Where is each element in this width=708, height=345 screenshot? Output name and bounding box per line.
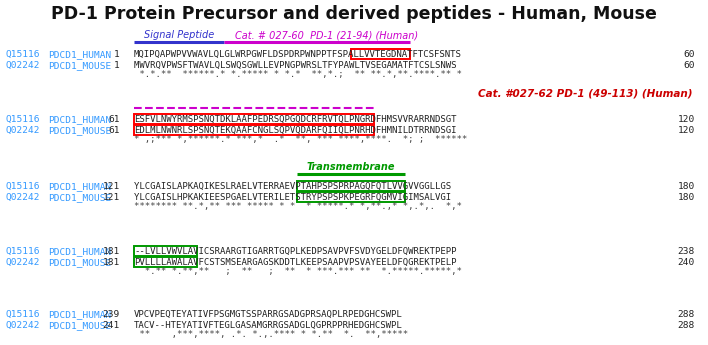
Bar — [297, 192, 405, 201]
Bar — [297, 181, 405, 190]
Text: 60: 60 — [683, 50, 695, 59]
Text: *.*.**  ******.* *.***** * *.*  **,*.;  ** **.*,**.****.** *: *.*.** ******.* *.***** * *.* **,*.; ** … — [134, 70, 467, 79]
Text: PDCD1_HUMAN: PDCD1_HUMAN — [48, 182, 111, 191]
Text: PDCD1_MOUSE: PDCD1_MOUSE — [48, 321, 111, 330]
Text: * ,;*** *,******.* ***,*  .*  **, *** ****,****.  *; ;  ******: * ,;*** *,******.* ***,* .* **, *** ****… — [134, 135, 467, 144]
Text: Q15116: Q15116 — [5, 50, 40, 59]
Bar — [351, 49, 410, 59]
Text: PDCD1_HUMAN: PDCD1_HUMAN — [48, 50, 111, 59]
Text: Cat. #027-62 PD-1 (49-113) (Human): Cat. #027-62 PD-1 (49-113) (Human) — [479, 88, 693, 98]
Text: 240: 240 — [678, 258, 695, 267]
Text: VPCVPEQTEYATIVFPSGMGTSSPARRGSADGPRSAQPLRPEDGHCSWPL: VPCVPEQTEYATIVFPSGMGTSSPARRGSADGPRSAQPLR… — [134, 310, 403, 319]
Text: PDCD1_MOUSE: PDCD1_MOUSE — [48, 258, 111, 267]
Text: Q15116: Q15116 — [5, 182, 40, 191]
Text: 180: 180 — [678, 193, 695, 202]
Bar — [134, 257, 198, 266]
Text: YLCGAISLHPKAKIEESPGAELVTERILETSTRYPSPSPKPEGRFQGMVIGIMSALVGI: YLCGAISLHPKAKIEESPGAELVTERILETSTRYPSPSPK… — [134, 193, 462, 202]
Text: *.** *.**,**   ;  **   ;  **  * ***.*** **  *.*****.*****,*: *.** *.**,** ; ** ; ** * ***.*** ** *.**… — [134, 267, 462, 276]
Text: 180: 180 — [678, 182, 695, 191]
Text: ESFVLNWYRMSPSNQTDKLAAFPEDRSQPGQDCRFRVTQLPNGRDFHMSVVRARRNDSGТ: ESFVLNWYRMSPSNQTDKLAAFPEDRSQPGQDCRFRVTQL… — [134, 115, 457, 124]
Text: PD-1 Protein Precursor and derived peptides - Human, Mouse: PD-1 Protein Precursor and derived pepti… — [51, 5, 657, 23]
Text: Q15116: Q15116 — [5, 310, 40, 319]
Text: Q15116: Q15116 — [5, 247, 40, 256]
Text: 1: 1 — [114, 61, 120, 70]
Text: ******** **.*,** *** ***** * *  * *****.* *,**.,* *,.*,.  *,*: ******** **.*,** *** ***** * * * *****.*… — [134, 202, 462, 211]
Text: YLCGAISLAPKAQIKESLRAELVTERRAEVPTAHPSPSPRPAGQFQTLVVGVVGGLLGS: YLCGAISLAPKAQIKESLRAELVTERRAEVPTAHPSPSPR… — [134, 182, 462, 191]
Text: 121: 121 — [103, 193, 120, 202]
Text: 120: 120 — [678, 126, 695, 135]
Text: --LVLLVWVLAVICSRAARGTIGARRTGQPLKEDPSAVPVFSVDYGELDFQWREKTPEPP: --LVLLVWVLAVICSRAARGTIGARRTGQPLKEDPSAVPV… — [134, 247, 457, 256]
Bar — [134, 246, 198, 256]
Text: PVLLLLAWALAVFCSTSMSЕARGAGSKDDTLKEEPSAAPVPSVAYEELDFQGREKTPELP: PVLLLLAWALAVFCSTSMSЕARGAGSKDDTLKEEPSAAPV… — [134, 258, 457, 267]
Text: Q02242: Q02242 — [5, 258, 40, 267]
Text: 181: 181 — [103, 258, 120, 267]
Text: PDCD1_MOUSE: PDCD1_MOUSE — [48, 193, 111, 202]
Text: PDCD1_MOUSE: PDCD1_MOUSE — [48, 126, 111, 135]
Text: 288: 288 — [678, 310, 695, 319]
Text: Q02242: Q02242 — [5, 193, 40, 202]
Text: Q02242: Q02242 — [5, 321, 40, 330]
Text: 181: 181 — [103, 247, 120, 256]
Text: TACV--HTEYATIVFTEGLGASAMGRRGSADGLQGPRPPRHEDGHCSWPL: TACV--HTEYATIVFTEGLGASAMGRRGSADGLQGPRPPR… — [134, 321, 403, 330]
Text: 61: 61 — [108, 126, 120, 135]
Text: 238: 238 — [678, 247, 695, 256]
Text: **    ,***,****, .*. *.,.**** * *.**  *.  **,*****: ** ,***,****, .*. *.,.**** * *.** *. **,… — [134, 330, 408, 339]
Text: Q15116: Q15116 — [5, 115, 40, 124]
Text: MWVRQVPWSFTWAVLQLSWQSGWLLEVPNGPWRSLTFYPAWLTVSEGAMATFTCSLSNWS: MWVRQVPWSFTWAVLQLSWQSGWLLEVPNGPWRSLTFYPA… — [134, 61, 462, 70]
Text: EDLMLNWNRLSPSNQTEKQAAFCNGLSQPVQDARFQIIQLPNRHDFHMNILDTRRNDSGІ: EDLMLNWNRLSPSNQTEKQAAFCNGLSQPVQDARFQIIQL… — [134, 126, 457, 135]
Text: 288: 288 — [678, 321, 695, 330]
Text: Transmembrane: Transmembrane — [307, 162, 395, 172]
Text: MQIPQAPWPVVWAVLQLGLWRPGWFLDSPDRPWNPPTFSPALLVVTEGDNATFTCSFSNTS: MQIPQAPWPVVWAVLQLGLWRPGWFLDSPDRPWNPPTFSP… — [134, 50, 462, 59]
Text: 241: 241 — [103, 321, 120, 330]
Text: Q02242: Q02242 — [5, 61, 40, 70]
Text: Cat. # 027-60  PD-1 (21-94) (Human): Cat. # 027-60 PD-1 (21-94) (Human) — [235, 30, 418, 40]
Text: 1: 1 — [114, 50, 120, 59]
Text: 121: 121 — [103, 182, 120, 191]
Bar — [134, 114, 374, 124]
Text: 61: 61 — [108, 115, 120, 124]
Text: Q02242: Q02242 — [5, 126, 40, 135]
Text: PDCD1_HUMAN: PDCD1_HUMAN — [48, 115, 111, 124]
Bar — [134, 125, 374, 135]
Text: PDCD1_MOUSE: PDCD1_MOUSE — [48, 61, 111, 70]
Text: 120: 120 — [678, 115, 695, 124]
Text: PDCD1_HUMAN: PDCD1_HUMAN — [48, 310, 111, 319]
Text: 60: 60 — [683, 61, 695, 70]
Text: PDCD1_HUMAN: PDCD1_HUMAN — [48, 247, 111, 256]
Text: Signal Peptide: Signal Peptide — [144, 30, 215, 40]
Text: 239: 239 — [103, 310, 120, 319]
